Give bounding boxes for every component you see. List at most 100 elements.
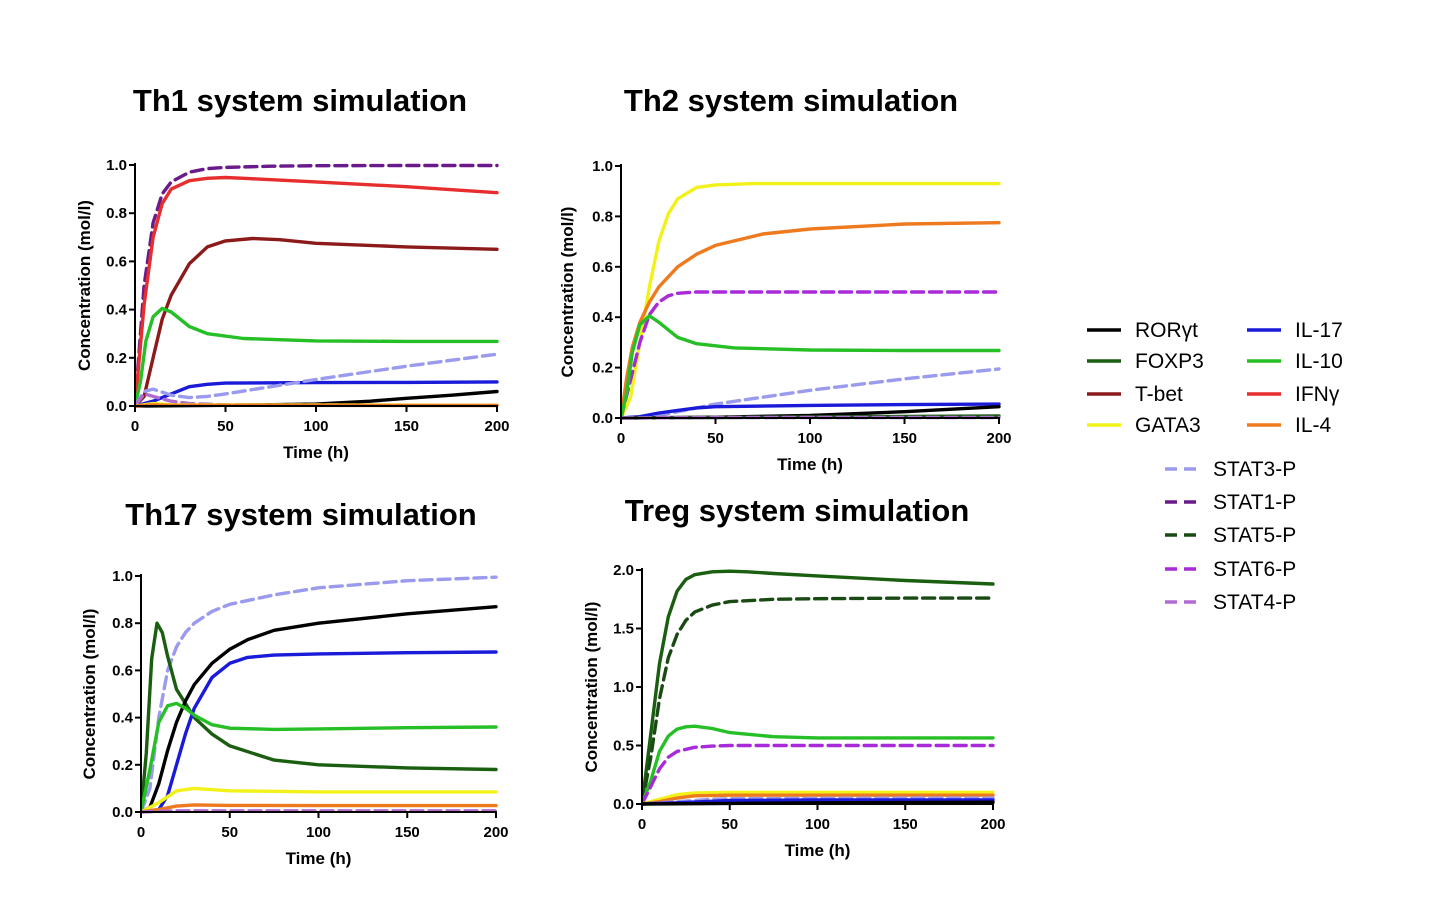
- y-tick-label: 1.0: [106, 157, 127, 174]
- x-tick-label: 100: [306, 824, 331, 841]
- series-line-stat6-p: [642, 743, 995, 806]
- legend-label: IL-10: [1295, 350, 1343, 373]
- series-line-foxp3: [642, 569, 995, 806]
- series-line-stat3-p: [135, 352, 499, 408]
- y-tick-label: 0.6: [592, 259, 613, 276]
- legend-item-il-17: IL-17: [1247, 319, 1343, 342]
- series-line-il-10: [135, 306, 499, 408]
- x-tick-label: 0: [638, 816, 646, 833]
- y-tick-label: 0.8: [106, 205, 127, 222]
- series-lines: [135, 163, 499, 408]
- legend-item-il-4: IL-4: [1247, 414, 1332, 437]
- y-axis-label: Concentration (mol/l): [75, 200, 94, 371]
- x-tick-label: 0: [131, 418, 139, 435]
- chart-panel-treg-system-simulation: Treg system simulation 0.0 0.5 1.0 1.5 2.0 0 50…: [582, 493, 1006, 860]
- x-tick-label: 200: [986, 430, 1011, 447]
- series-line-gata3: [141, 786, 498, 814]
- series-line-rorgt: [141, 605, 498, 814]
- series-line-gata3: [642, 790, 995, 806]
- x-tick-label: 150: [893, 816, 918, 833]
- series-lines: [621, 181, 1001, 420]
- chart-title: Th1 system simulation: [133, 83, 467, 118]
- legend: RORγt FOXP3 T-bet GATA3 IL-17 IL-10 IFNγ IL-4 ST…: [1087, 319, 1343, 614]
- legend-label: STAT3-P: [1213, 458, 1296, 481]
- series-lines: [642, 569, 995, 806]
- legend-label: STAT5-P: [1213, 524, 1296, 547]
- series-line-il-10: [141, 701, 498, 814]
- y-tick-label: 0.5: [613, 738, 634, 755]
- x-axis-label: Time (h): [785, 841, 851, 860]
- chart-title: Th2 system simulation: [624, 83, 958, 118]
- series-line-il-4: [141, 803, 498, 814]
- series-lines: [141, 575, 498, 814]
- legend-item-stat1-p: STAT1-P: [1165, 491, 1296, 514]
- legend-label: RORγt: [1135, 319, 1198, 342]
- series-line-gata3: [621, 181, 1001, 420]
- series-line-il-17: [621, 402, 1001, 420]
- legend-item-t-bet: T-bet: [1087, 383, 1183, 406]
- y-axis-label: Concentration (mol/l): [80, 609, 99, 780]
- x-tick-label: 0: [617, 430, 625, 447]
- x-tick-label: 50: [707, 430, 724, 447]
- y-tick-label: 1.0: [112, 568, 133, 585]
- legend-label: IL-4: [1295, 414, 1332, 437]
- series-line-ifng: [135, 175, 499, 408]
- y-tick-label: 0.0: [592, 410, 613, 427]
- series-line-t-bet: [135, 236, 499, 408]
- x-tick-label: 0: [137, 824, 145, 841]
- x-tick-label: 150: [892, 430, 917, 447]
- chart-title: Treg system simulation: [625, 493, 970, 528]
- y-tick-label: 2.0: [613, 562, 634, 579]
- y-tick-label: 0.6: [106, 253, 127, 270]
- series-line-stat6-p: [621, 290, 1001, 420]
- legend-item-stat5-p: STAT5-P: [1165, 524, 1296, 547]
- legend-item-foxp3: FOXP3: [1087, 350, 1204, 373]
- x-tick-label: 200: [483, 824, 508, 841]
- legend-label: GATA3: [1135, 414, 1201, 437]
- y-axis-label: Concentration (mol/l): [582, 602, 601, 773]
- x-tick-label: 150: [394, 418, 419, 435]
- y-tick-label: 0.0: [112, 804, 133, 821]
- legend-item-ifng: IFNγ: [1247, 383, 1340, 406]
- y-tick-label: 0.0: [106, 398, 127, 415]
- y-tick-label: 0.2: [592, 360, 613, 377]
- legend-item-gata3: GATA3: [1087, 414, 1201, 437]
- legend-item-rorgt: RORγt: [1087, 319, 1198, 342]
- y-tick-label: 0.8: [112, 615, 133, 632]
- x-tick-label: 50: [721, 816, 738, 833]
- y-tick-label: 1.0: [592, 158, 613, 175]
- legend-label: FOXP3: [1135, 350, 1204, 373]
- y-tick-label: 0.2: [106, 350, 127, 367]
- legend-item-stat3-p: STAT3-P: [1165, 458, 1296, 481]
- x-tick-label: 100: [303, 418, 328, 435]
- x-axis-label: Time (h): [286, 849, 352, 868]
- x-tick-label: 200: [484, 418, 509, 435]
- legend-label: IFNγ: [1295, 383, 1340, 406]
- y-tick-label: 0.4: [106, 302, 128, 319]
- legend-item-il-10: IL-10: [1247, 350, 1343, 373]
- legend-label: STAT1-P: [1213, 491, 1296, 514]
- series-line-stat5-p: [642, 596, 995, 806]
- x-tick-label: 50: [221, 824, 238, 841]
- series-line-stat1-p: [135, 163, 499, 408]
- legend-label: IL-17: [1295, 319, 1343, 342]
- x-tick-label: 150: [395, 824, 420, 841]
- y-tick-label: 0.2: [112, 757, 133, 774]
- y-tick-label: 0.8: [592, 208, 613, 225]
- legend-label: STAT6-P: [1213, 558, 1296, 581]
- chart-title: Th17 system simulation: [125, 497, 476, 532]
- y-tick-label: 0.4: [592, 309, 614, 326]
- x-tick-label: 100: [797, 430, 822, 447]
- x-tick-label: 200: [980, 816, 1005, 833]
- series-line-il-10: [621, 314, 1001, 420]
- x-tick-label: 100: [805, 816, 830, 833]
- legend-item-stat4-p: STAT4-P: [1165, 591, 1296, 614]
- x-axis-label: Time (h): [777, 455, 843, 474]
- chart-panels: Th1 system simulation 0.0 0.2 0.4 0.6 0.8 1.0 0…: [75, 83, 1012, 868]
- chart-panel-th1-system-simulation: Th1 system simulation 0.0 0.2 0.4 0.6 0.8 1.0 0…: [75, 83, 510, 462]
- y-tick-label: 0.0: [613, 796, 634, 813]
- legend-label: STAT4-P: [1213, 591, 1296, 614]
- y-axis-label: Concentration (mol/l): [558, 207, 577, 378]
- y-tick-label: 0.6: [112, 662, 133, 679]
